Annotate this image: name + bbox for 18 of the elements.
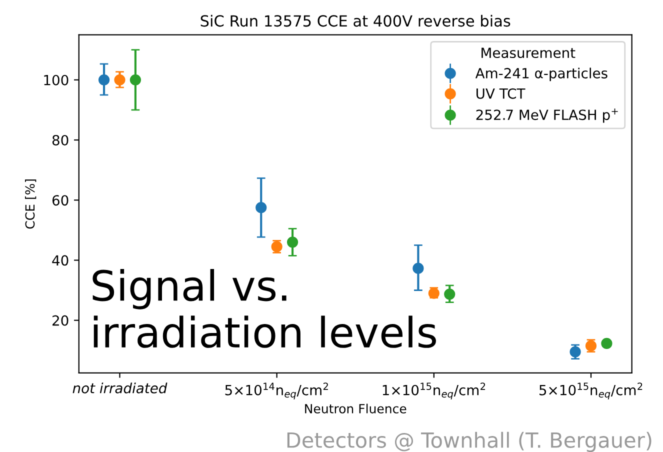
x-tick-label: 1×10$^{15}$n$_{eq}$/cm$^{2}$ (382, 382, 486, 400)
legend-label: UV TCT (476, 88, 526, 99)
annotation: Signal vs. irradiation levels (92, 269, 436, 348)
text: Detectors @ Townhall (T. Bergauer) (287, 432, 652, 452)
legend-label: 252.7 MeV FLASH p$^{+}$ (476, 108, 618, 123)
y-tick-label: 40 (52, 255, 68, 266)
legend-label: Am-241 α-particles (475, 68, 608, 82)
x-tick-label: not irradiated (72, 382, 168, 394)
y-tick-label: 100 (44, 74, 68, 86)
y-tick-label: 80 (52, 134, 68, 146)
x-axis-title: Neutron Fluence (305, 404, 406, 414)
y-axis-title: CCE [%] (25, 179, 36, 229)
chart-title: SiC Run 13575 CCE at 400V reverse bias (200, 14, 510, 27)
x-tick-label: 5×10$^{15}$n$_{eq}$/cm$^{2}$ (540, 382, 642, 400)
y-tick-label: 60 (52, 195, 68, 206)
x-tick-label: 5×10$^{14}$n$_{eq}$/cm$^{2}$ (225, 382, 328, 400)
y-tick-label: 20 (52, 315, 68, 326)
legend-title: Measurement (482, 48, 576, 58)
